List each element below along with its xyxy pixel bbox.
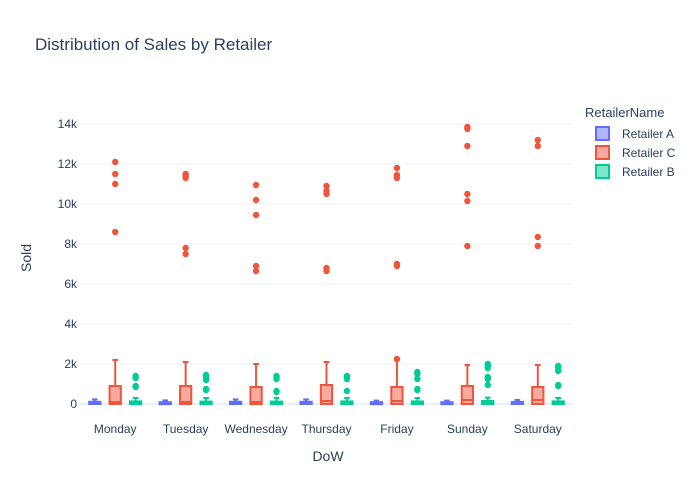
y-tick-label: 0 xyxy=(70,397,77,411)
y-tick-label: 12k xyxy=(58,157,78,171)
outlier-point xyxy=(273,372,280,380)
outlier-point xyxy=(252,181,260,189)
outlier-point xyxy=(252,262,260,270)
outlier-point xyxy=(555,381,562,389)
box xyxy=(249,386,263,405)
legend-label: Retailer A xyxy=(622,127,674,141)
outlier-point xyxy=(323,264,330,272)
legend-label: Retailer C xyxy=(622,146,676,160)
y-tick-label: 2k xyxy=(64,357,78,371)
x-axis-title: DoW xyxy=(312,448,344,464)
outlier-point xyxy=(414,385,421,393)
y-tick-label: 10k xyxy=(58,197,78,211)
outlier-point xyxy=(202,371,210,379)
outlier-point xyxy=(484,360,491,368)
outlier-point xyxy=(464,190,471,198)
y-tick-label: 6k xyxy=(64,277,78,291)
legend-swatch xyxy=(595,126,610,141)
outlier-point xyxy=(252,196,260,204)
legend-swatch xyxy=(595,164,610,179)
legend-item-retailer-c: Retailer C xyxy=(595,145,676,160)
box-traces xyxy=(88,123,565,406)
legend-label: Retailer B xyxy=(622,165,675,179)
outlier-point xyxy=(464,142,471,150)
outlier-point xyxy=(323,187,330,195)
box xyxy=(390,386,404,405)
y-tick-label: 4k xyxy=(64,317,78,331)
outlier-point xyxy=(534,136,541,144)
x-tick-label: Monday xyxy=(94,422,137,436)
legend-swatch xyxy=(595,145,610,160)
legend-items: Retailer A Retailer C Retailer B xyxy=(595,126,676,179)
outlier-point xyxy=(182,170,189,178)
outlier-point xyxy=(112,170,119,178)
outlier-point xyxy=(343,372,351,380)
outlier-point xyxy=(414,368,421,376)
legend-item-retailer-b: Retailer B xyxy=(595,164,675,179)
outlier-point xyxy=(414,375,421,383)
outlier-point xyxy=(534,233,541,241)
series-retailer-b xyxy=(129,360,565,406)
outlier-point xyxy=(112,180,119,188)
y-tick-labels: 0 2k 4k 6k 8k 10k 12k 14k xyxy=(58,117,78,411)
outlier-point xyxy=(252,267,260,275)
outlier-point xyxy=(132,382,139,390)
outlier-point xyxy=(182,250,189,258)
y-tick-label: 8k xyxy=(64,237,78,251)
y-tick-label: 14k xyxy=(58,117,78,131)
outlier-point xyxy=(393,260,401,268)
series-retailer-c xyxy=(108,123,545,405)
x-tick-label: Friday xyxy=(380,422,413,436)
outlier-point xyxy=(464,123,471,131)
outlier-point xyxy=(393,355,401,363)
x-tick-label: Saturday xyxy=(514,422,562,436)
outlier-point xyxy=(484,381,491,389)
outlier-point xyxy=(393,164,401,172)
legend-title: RetailerName xyxy=(585,105,664,120)
outlier-point xyxy=(464,197,471,205)
outlier-point xyxy=(182,244,189,252)
outlier-point xyxy=(484,373,491,381)
box xyxy=(319,384,334,405)
outlier-point xyxy=(393,171,401,179)
outlier-point xyxy=(343,387,351,395)
outlier-point xyxy=(112,158,119,166)
outlier-point xyxy=(464,242,471,250)
outlier-point xyxy=(252,211,260,219)
x-tick-label: Thursday xyxy=(301,422,351,436)
y-axis-title: Sold xyxy=(18,244,34,272)
legend-item-retailer-a: Retailer A xyxy=(595,126,674,141)
outlier-point xyxy=(132,372,139,380)
outlier-point xyxy=(202,385,210,393)
box xyxy=(108,385,122,405)
x-tick-label: Sunday xyxy=(447,422,488,436)
outlier-point xyxy=(555,362,562,370)
series-retailer-a xyxy=(88,398,524,406)
outlier-point xyxy=(112,228,119,236)
outlier-point xyxy=(534,242,541,250)
box xyxy=(531,386,545,405)
chart-title: Distribution of Sales by Retailer xyxy=(35,35,273,54)
outlier-point xyxy=(534,142,541,150)
x-tick-labels: Monday Tuesday Wednesday Thursday Friday Sund… xyxy=(94,422,562,436)
outlier-point xyxy=(323,182,330,190)
outlier-point xyxy=(273,387,280,395)
box xyxy=(179,385,193,405)
x-tick-label: Wednesday xyxy=(224,422,287,436)
x-tick-label: Tuesday xyxy=(163,422,209,436)
box xyxy=(460,385,474,405)
